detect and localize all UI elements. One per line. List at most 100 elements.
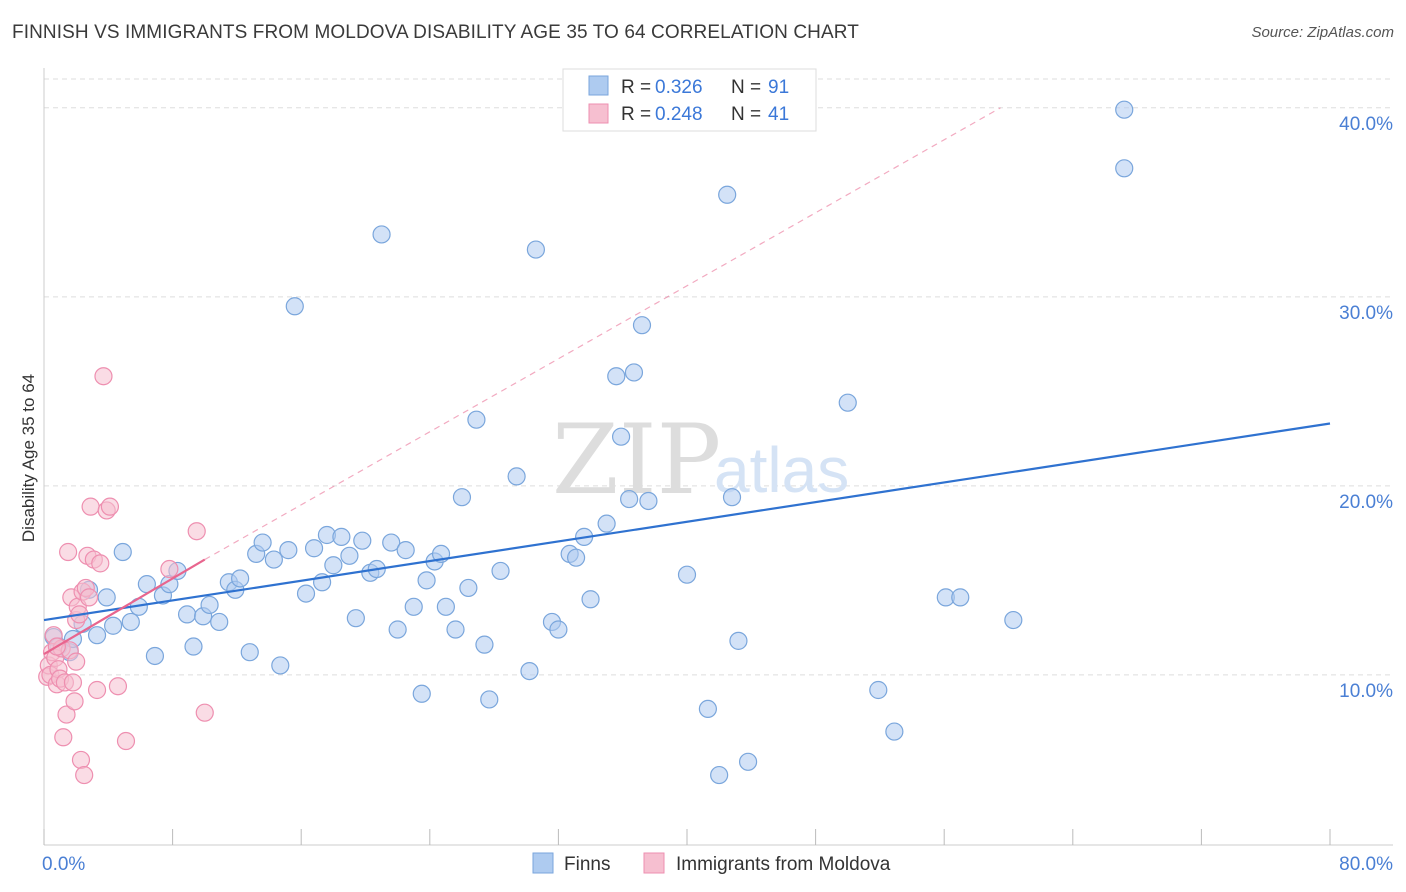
- point-moldova: [116, 731, 136, 751]
- data-points: [38, 100, 1331, 785]
- point-finns: [200, 595, 219, 615]
- point-finns: [87, 626, 107, 645]
- point-moldova: [71, 750, 91, 770]
- point-moldova: [195, 703, 214, 722]
- point-finns: [452, 488, 472, 507]
- y-tick-label: 30.0%: [1339, 303, 1393, 324]
- point-finns: [549, 620, 568, 639]
- point-finns: [177, 605, 197, 624]
- point-finns: [279, 541, 298, 560]
- point-moldova: [81, 497, 100, 516]
- y-tick-label: 20.0%: [1339, 492, 1393, 513]
- point-finns: [677, 565, 697, 584]
- point-finns: [838, 393, 857, 412]
- point-finns: [324, 556, 343, 575]
- point-finns: [611, 427, 631, 446]
- point-finns: [264, 550, 283, 569]
- point-finns: [382, 533, 401, 552]
- point-finns: [396, 541, 415, 560]
- legend-n-label-moldova: N =: [731, 104, 761, 125]
- point-moldova: [91, 554, 110, 573]
- point-finns: [597, 514, 616, 533]
- x-tick-label-min: 0.0%: [42, 854, 85, 875]
- point-finns: [353, 531, 372, 550]
- point-finns: [639, 491, 658, 511]
- point-finns: [240, 643, 259, 662]
- point-finns: [113, 542, 132, 562]
- point-finns: [729, 631, 748, 650]
- point-finns: [184, 637, 203, 656]
- legend-r-value-moldova: 0.248: [655, 104, 703, 125]
- point-finns: [624, 363, 644, 382]
- trend-line-moldova-extended: [204, 107, 1001, 561]
- point-finns: [722, 488, 742, 507]
- point-moldova: [63, 673, 83, 692]
- point-finns: [253, 533, 272, 552]
- point-finns: [388, 620, 407, 639]
- point-finns: [507, 467, 526, 486]
- point-finns: [632, 316, 652, 335]
- legend-r-label-finns: R =: [621, 77, 651, 98]
- point-finns: [104, 616, 123, 635]
- point-moldova: [108, 677, 128, 696]
- y-tick-label: 10.0%: [1339, 681, 1393, 702]
- source-credit: Source: ZipAtlas.com: [1251, 24, 1394, 41]
- bottom-legend-swatch-finns: [532, 852, 554, 874]
- legend-r-value-finns: 0.326: [655, 77, 703, 98]
- legend-swatch-moldova: [588, 103, 609, 124]
- y-axis-title: Disability Age 35 to 64: [19, 374, 38, 542]
- point-finns: [1115, 100, 1134, 119]
- point-finns: [607, 367, 626, 386]
- point-finns: [885, 722, 904, 741]
- point-finns: [412, 684, 431, 703]
- legend-box: R = 0.326 N = 91 R = 0.248 N = 41: [562, 68, 817, 132]
- legend-swatch-finns: [588, 75, 609, 96]
- point-finns: [97, 588, 116, 607]
- point-finns: [566, 548, 586, 567]
- point-finns: [417, 571, 436, 590]
- point-finns: [459, 578, 478, 598]
- legend-n-value-moldova: 41: [768, 104, 789, 125]
- point-finns: [951, 588, 970, 607]
- point-finns: [296, 584, 316, 603]
- point-finns: [332, 527, 351, 546]
- x-tick-label-max: 80.0%: [1339, 854, 1393, 875]
- point-finns: [304, 539, 324, 558]
- bottom-legend: Finns Immigrants from Moldova: [532, 852, 891, 875]
- point-moldova: [87, 680, 107, 700]
- point-finns: [869, 680, 888, 700]
- tick-labels: 10.0% 20.0% 30.0% 40.0% 0.0% 80.0%: [42, 114, 1393, 875]
- point-moldova: [100, 497, 120, 516]
- point-finns: [698, 699, 717, 719]
- point-finns: [526, 240, 545, 259]
- point-finns: [710, 765, 729, 785]
- watermark: ZIP atlas: [552, 404, 849, 516]
- axes: [43, 68, 1393, 846]
- trend-line-moldova: [43, 558, 206, 656]
- point-moldova: [59, 542, 78, 562]
- point-finns: [372, 225, 391, 244]
- point-finns: [404, 597, 423, 616]
- point-finns: [620, 489, 639, 509]
- point-finns: [446, 620, 465, 639]
- point-finns: [467, 410, 486, 429]
- grid-layer: [44, 78, 1393, 676]
- point-moldova: [187, 522, 206, 541]
- point-moldova: [75, 765, 94, 785]
- legend-n-value-finns: 91: [768, 77, 789, 98]
- trend-line-finns: [43, 422, 1331, 622]
- point-finns: [121, 612, 140, 632]
- point-moldova: [54, 728, 73, 747]
- trend-lines: [204, 107, 1001, 561]
- point-finns: [436, 597, 455, 616]
- bottom-legend-swatch-moldova: [643, 852, 665, 874]
- point-moldova: [67, 652, 86, 671]
- point-finns: [271, 656, 290, 675]
- bottom-legend-moldova: Immigrants from Moldova: [676, 854, 891, 875]
- point-finns: [145, 646, 165, 666]
- point-moldova: [79, 588, 99, 607]
- point-finns: [718, 185, 737, 204]
- point-moldova: [57, 705, 76, 724]
- chart-title: FINNISH VS IMMIGRANTS FROM MOLDOVA DISAB…: [12, 22, 859, 43]
